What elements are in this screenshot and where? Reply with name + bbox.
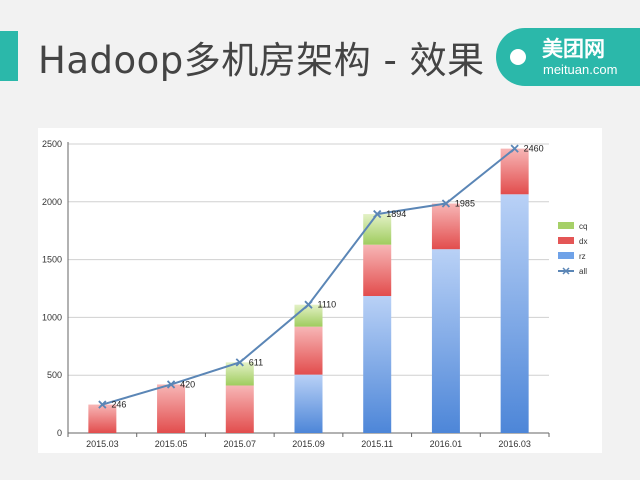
legend-swatch-dx	[558, 237, 574, 244]
bar-rz	[294, 374, 323, 433]
data-label: 246	[111, 400, 126, 410]
legend-label-all: all	[579, 267, 587, 276]
y-tick-label: 1000	[42, 312, 62, 322]
line-point-all	[441, 199, 451, 208]
x-tick-label: 2015.11	[361, 439, 393, 449]
line-point-all	[98, 400, 107, 409]
chart-panel: 0 500 1000 1500 2000 2500 2015.03 2015.05 2015.0…	[38, 128, 602, 453]
title-accent-bar	[0, 31, 18, 81]
x-tick-label: 2015.03	[86, 439, 119, 449]
data-label: 1894	[386, 209, 406, 219]
data-label: 2460	[524, 144, 544, 154]
bar-dx	[431, 203, 460, 250]
logo-name: 美团网	[542, 37, 605, 61]
line-point-all	[235, 358, 244, 367]
legend-marker-all	[562, 267, 570, 275]
bar-rz	[363, 296, 392, 433]
x-tick-label: 2015.09	[292, 439, 325, 449]
line-point-all	[373, 209, 382, 219]
y-tick-label: 2500	[42, 139, 62, 149]
line-point-all	[304, 300, 313, 309]
data-label: 1985	[455, 199, 475, 209]
legend-swatch-cq	[558, 222, 574, 229]
bar-dx	[225, 385, 254, 433]
data-label: 420	[180, 379, 195, 389]
data-label: 611	[249, 357, 263, 367]
bar-dx	[157, 384, 186, 433]
x-tick-label: 2016.03	[498, 439, 531, 449]
x-tick-label: 2015.05	[155, 439, 188, 449]
data-label: 1110	[318, 300, 337, 310]
bar-cq	[225, 362, 254, 386]
stacked-bar-chart: 0 500 1000 1500 2000 2500 2015.03 2015.05 2015.0…	[42, 139, 587, 449]
legend-label-rz: rz	[579, 252, 586, 261]
bar-cq	[363, 214, 392, 245]
x-tick-label: 2016.01	[430, 439, 463, 449]
line-point-all	[166, 380, 176, 389]
logo-domain: meituan.com	[543, 62, 618, 77]
x-tick-label: 2015.07	[224, 439, 257, 449]
y-tick-label: 0	[57, 428, 62, 438]
meituan-logo: 美团网 meituan.com	[496, 28, 640, 86]
line-point-all	[510, 144, 519, 153]
legend-label-dx: dx	[579, 237, 587, 246]
bar-dx	[88, 404, 117, 433]
bar-dx	[294, 326, 323, 375]
legend-label-cq: cq	[579, 222, 587, 231]
bar-rz	[431, 249, 460, 433]
y-tick-label: 2000	[42, 197, 62, 207]
y-tick-label: 1500	[42, 255, 62, 265]
bar-rz	[500, 194, 529, 433]
legend-swatch-rz	[558, 252, 574, 259]
slide-title: Hadoop多机房架构 - 效果	[38, 39, 485, 82]
y-tick-label: 500	[47, 370, 62, 380]
logo-dot-icon	[510, 49, 526, 65]
bar-dx	[363, 244, 392, 297]
